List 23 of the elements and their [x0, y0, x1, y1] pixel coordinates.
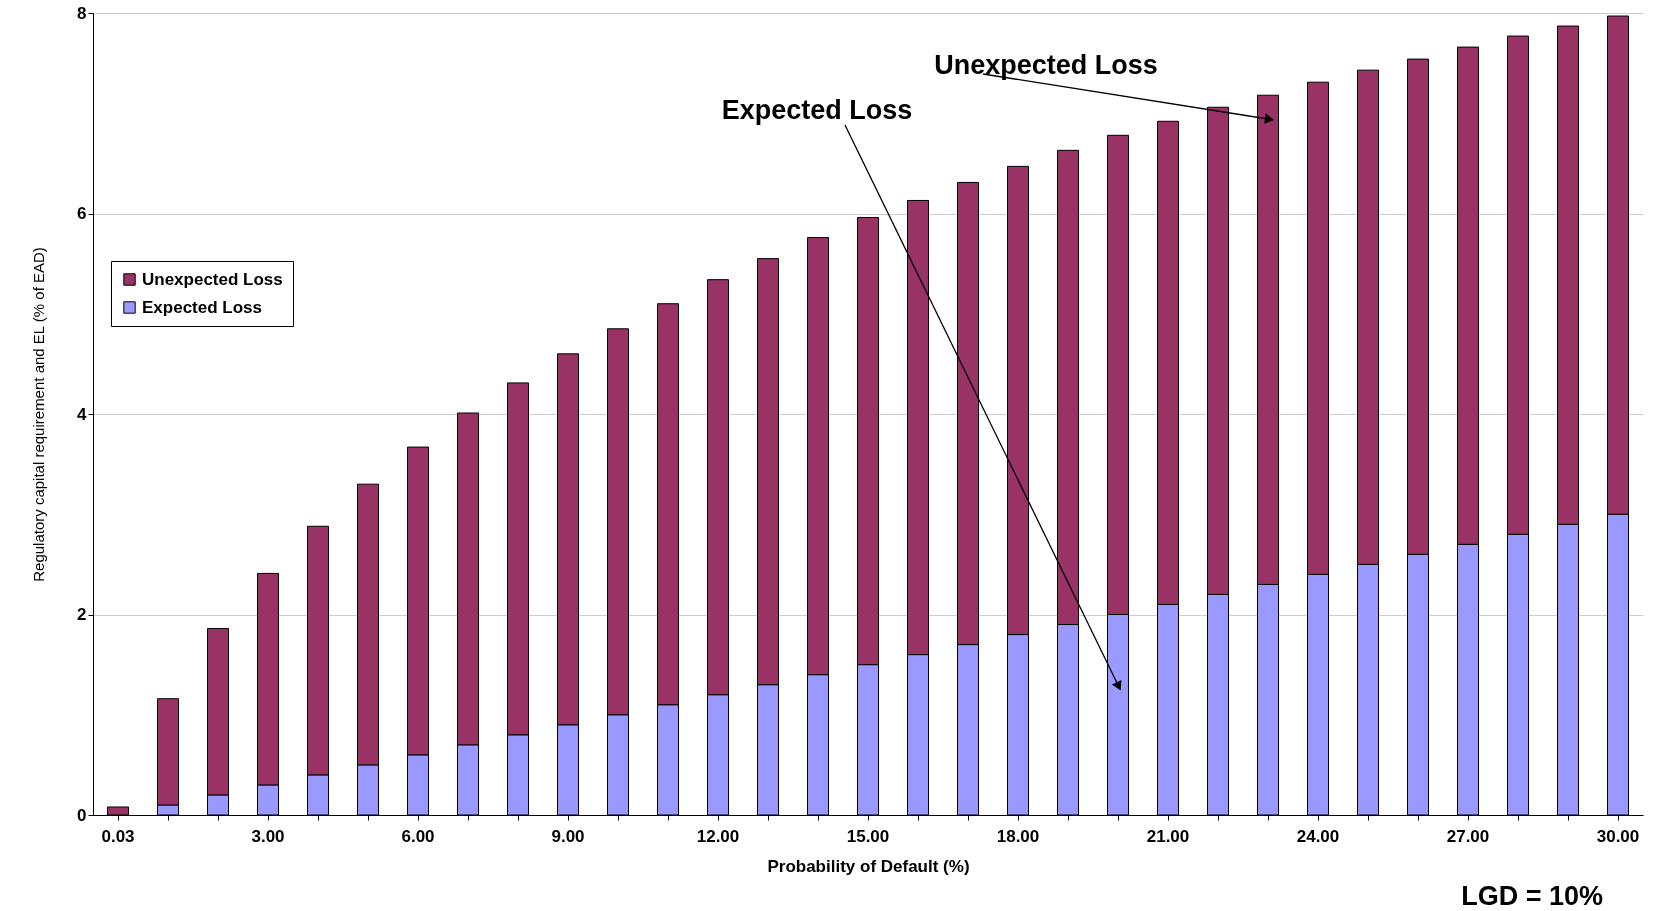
y-tick-label: 6: [77, 204, 87, 223]
x-tick-label: 0.03: [101, 826, 135, 846]
y-tick-label: 4: [77, 404, 88, 424]
y-tick-label: 8: [77, 3, 87, 23]
x-tick-label: 12.00: [696, 826, 740, 846]
x-tick-label: 9.00: [551, 826, 585, 846]
y-axis-title: Regulatory capital requirement and EL (% of EAD): [30, 247, 48, 582]
x-tick-label: 15.00: [846, 826, 890, 846]
x-tick-label: 21.00: [1146, 826, 1190, 846]
annotation: Expected Loss: [721, 95, 913, 125]
legend-label: Expected Loss: [142, 297, 262, 317]
x-tick-label: 3.00: [251, 826, 285, 846]
y-tick-label: 0: [77, 805, 87, 825]
annotation: Unexpected Loss: [934, 50, 1158, 80]
y-tick-label: 2: [77, 605, 87, 624]
x-tick-label: 18.00: [996, 826, 1040, 846]
x-tick-label: 6.00: [401, 826, 435, 846]
x-tick-label: 27.00: [1446, 826, 1490, 846]
x-axis-title: Probability of Default (%): [767, 856, 970, 876]
legend-label: Unexpected Loss: [142, 269, 283, 289]
text: LGD = 10%: [1461, 881, 1603, 911]
x-tick-label: 30.00: [1596, 826, 1640, 846]
x-tick-label: 24.00: [1296, 826, 1340, 846]
